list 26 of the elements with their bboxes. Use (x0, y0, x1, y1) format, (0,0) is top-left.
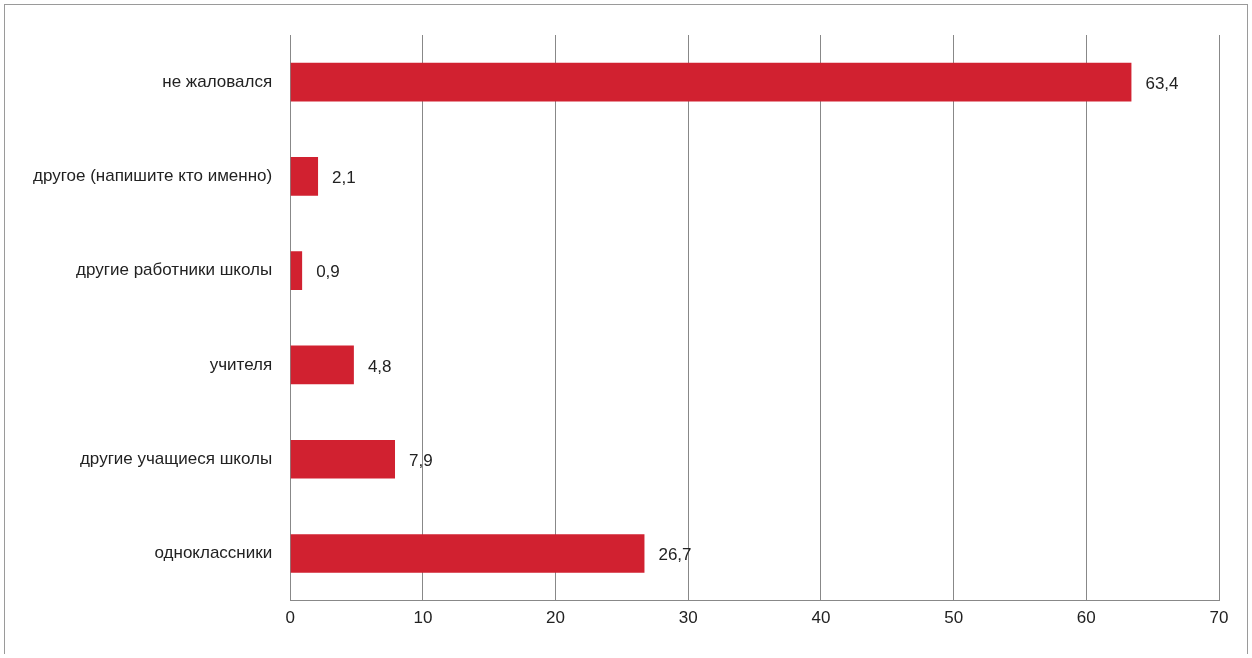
data-label: 0,9 (316, 262, 340, 282)
bar (290, 345, 354, 385)
y-tick-label: не жаловался (162, 71, 273, 91)
bar (290, 439, 396, 479)
y-tick-label: учителя (209, 354, 273, 374)
bar (290, 62, 1132, 102)
data-label: 26,7 (658, 545, 692, 565)
x-tick-label: 10 (413, 608, 433, 628)
y-tick-label: другие учащиеся школы (79, 448, 273, 468)
data-label: 4,8 (367, 356, 392, 376)
x-tick-label: 20 (546, 608, 566, 628)
data-label: 2,1 (332, 168, 356, 188)
bar (290, 157, 319, 196)
data-label: 7,9 (409, 450, 433, 470)
y-tick-label: другое (напишите кто именно) (33, 166, 273, 186)
x-tick-label: 0 (285, 608, 295, 628)
y-tick-label: одноклассники (154, 543, 273, 563)
x-tick-label: 30 (678, 608, 698, 628)
x-tick-label: 60 (1076, 608, 1096, 628)
y-tick-label: другие работники школы (76, 260, 273, 280)
x-tick-label: 70 (1209, 608, 1229, 628)
x-tick-label: 50 (944, 608, 964, 628)
bar (290, 251, 303, 290)
bar (290, 534, 645, 573)
x-tick-label: 40 (811, 608, 831, 628)
data-label: 63,4 (1145, 73, 1179, 93)
